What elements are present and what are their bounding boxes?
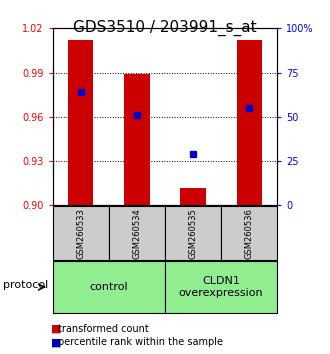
Text: CLDN1
overexpression: CLDN1 overexpression <box>179 276 263 298</box>
Bar <box>181 188 206 205</box>
Text: protocol: protocol <box>3 280 49 290</box>
Text: ■: ■ <box>51 324 62 333</box>
Text: control: control <box>89 282 128 292</box>
Bar <box>68 40 93 205</box>
Text: transformed count: transformed count <box>58 324 148 333</box>
Text: GSM260534: GSM260534 <box>132 208 142 259</box>
Bar <box>124 74 149 205</box>
Text: GSM260535: GSM260535 <box>188 208 198 259</box>
Bar <box>237 40 262 205</box>
Text: GDS3510 / 203991_s_at: GDS3510 / 203991_s_at <box>73 19 257 36</box>
Text: percentile rank within the sample: percentile rank within the sample <box>58 337 223 347</box>
Text: GSM260536: GSM260536 <box>245 208 254 259</box>
Text: GSM260533: GSM260533 <box>76 208 85 259</box>
Text: ■: ■ <box>51 337 62 347</box>
